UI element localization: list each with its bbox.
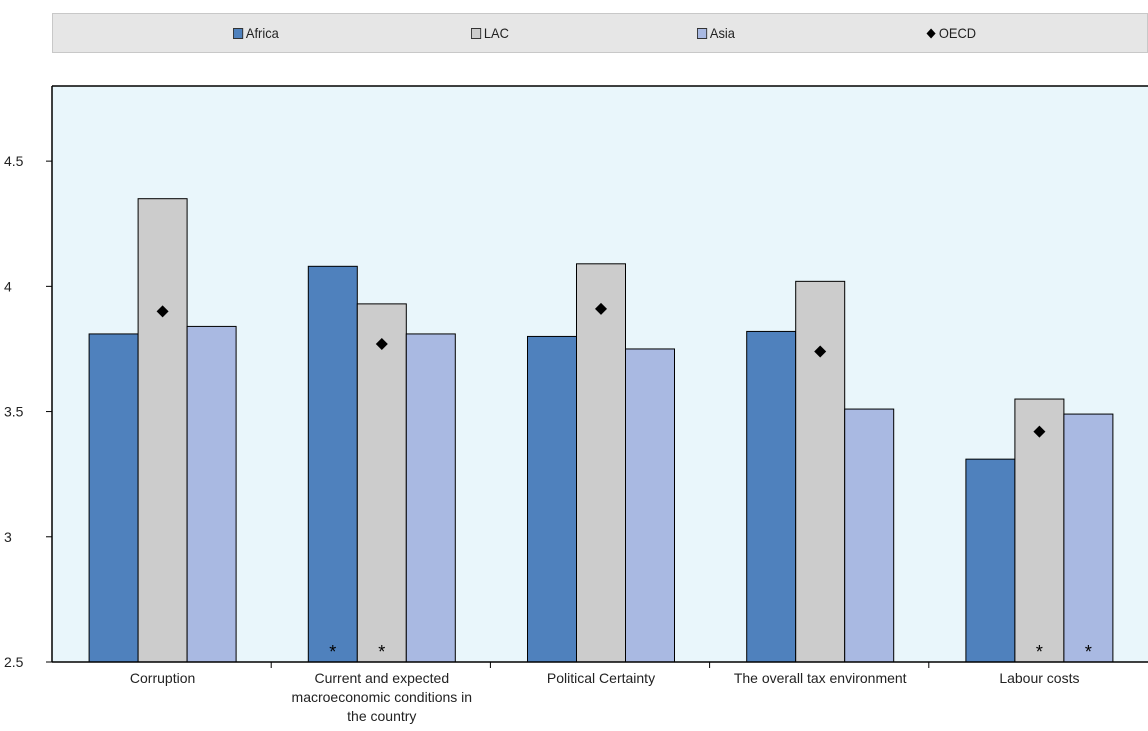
x-tick-label: The overall tax environment <box>734 670 907 686</box>
bar-africa <box>307 265 358 663</box>
bar-lac <box>356 303 407 663</box>
x-tick-label: the country <box>347 708 416 724</box>
bar-lac <box>1014 398 1065 663</box>
bar-africa <box>527 335 577 663</box>
legend-swatch-asia <box>697 27 708 39</box>
legend-swatch-lac <box>471 27 482 39</box>
legend-label-africa: Africa <box>245 25 279 41</box>
y-tick-label: 3 <box>4 529 12 545</box>
x-tick-label: Corruption <box>130 670 195 686</box>
y-tick-label: 4.5 <box>4 153 24 169</box>
significance-label: * <box>329 642 336 662</box>
significance-label: * <box>1036 642 1043 662</box>
bar-asia <box>1063 413 1114 663</box>
legend-swatch-africa <box>233 27 244 39</box>
significance-label: * <box>1085 642 1092 662</box>
y-tick-label: 4 <box>4 278 12 294</box>
legend-item-asia: Asia <box>697 14 735 52</box>
marker-oecd <box>814 345 827 358</box>
bar-asia <box>405 333 456 663</box>
marker-oecd <box>156 305 169 318</box>
y-tick-label: 3.5 <box>4 404 24 420</box>
marker-oecd <box>595 302 607 315</box>
chart-legend: Africa LAC Asia OECD <box>52 13 1148 53</box>
significance-label: * <box>378 642 385 662</box>
legend-item-oecd: OECD <box>926 14 976 52</box>
bar-africa <box>965 458 1016 663</box>
bar-africa <box>88 333 139 663</box>
bar-asia <box>844 408 895 663</box>
legend-label-oecd: OECD <box>938 25 977 41</box>
x-tick-label: Political Certainty <box>547 670 655 686</box>
bar-lac <box>795 280 846 663</box>
bar-lac <box>576 263 626 663</box>
legend-item-lac: LAC <box>471 14 509 52</box>
x-tick-label: macroeconomic conditions in <box>292 689 473 705</box>
marker-oecd <box>1033 425 1046 438</box>
bar-africa <box>746 330 797 663</box>
bar-asia <box>186 325 237 663</box>
legend-label-asia: Asia <box>709 25 735 41</box>
legend-item-africa: Africa <box>233 14 279 52</box>
marker-oecd <box>375 337 388 350</box>
x-tick-label: Current and expected <box>314 670 449 686</box>
bar-asia <box>625 348 675 663</box>
legend-label-lac: LAC <box>483 25 509 41</box>
bar-lac <box>137 198 188 663</box>
x-tick-label: Labour costs <box>999 670 1079 686</box>
y-tick-label: 2.5 <box>4 654 24 670</box>
